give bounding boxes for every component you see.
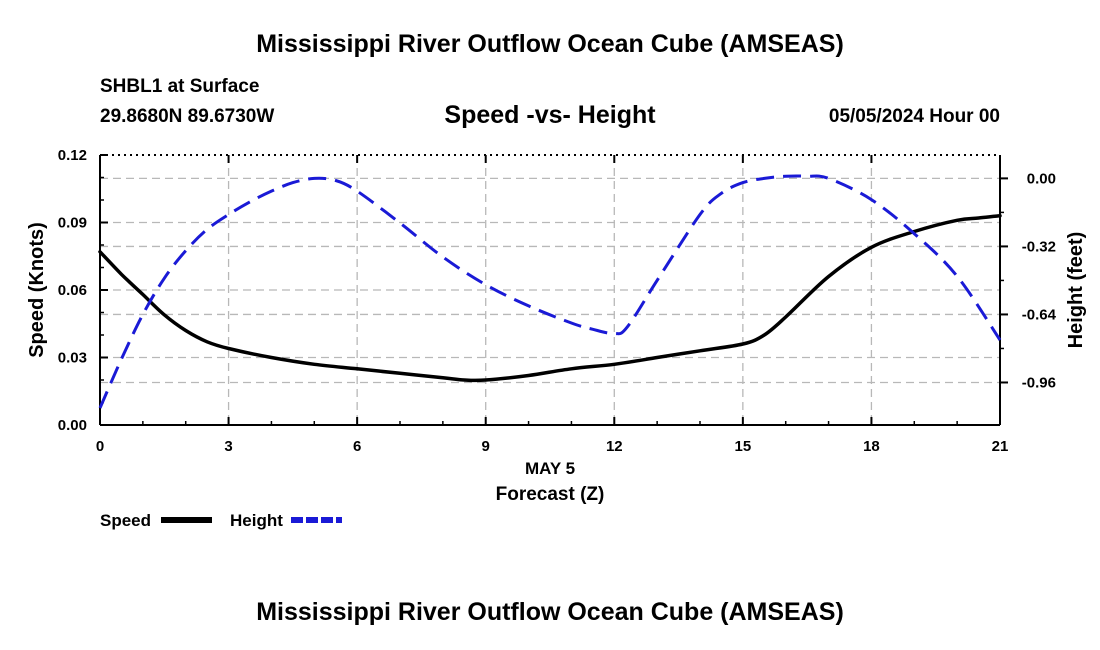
chart-title: Mississippi River Outflow Ocean Cube (AM… — [256, 30, 844, 58]
height-series-line — [98, 174, 1002, 409]
x-axis-label: Forecast (Z) — [496, 484, 605, 505]
y-tick-label: 0.12 — [58, 147, 87, 164]
y-tick-label: 0.00 — [58, 417, 87, 434]
y2-tick-label: -0.64 — [1022, 306, 1057, 323]
x-tick-label: 18 — [863, 438, 880, 455]
station-label: SHBL1 at Surface — [100, 76, 260, 97]
legend: Speed Height — [100, 511, 342, 530]
forecast-datetime: 05/05/2024 Hour 00 — [828, 106, 1000, 127]
y2-axis-label: Height (feet) — [1065, 232, 1087, 349]
y2-tick-label: -0.32 — [1022, 238, 1056, 255]
y-tick-label: 0.06 — [58, 282, 87, 299]
x-tick-label: 3 — [224, 438, 232, 455]
x-axis-date-label: MAY 5 — [525, 459, 575, 478]
y-tick-label: 0.03 — [58, 350, 87, 367]
y-tick-label: 0.09 — [58, 215, 87, 232]
x-tick-label: 12 — [606, 438, 623, 455]
legend-speed-label: Speed — [100, 511, 151, 530]
x-tick-label: 9 — [482, 438, 490, 455]
x-tick-label: 6 — [353, 438, 361, 455]
y2-tick-label: 0.00 — [1027, 170, 1056, 187]
speed-series-line — [98, 214, 1002, 383]
y-axis-label: Speed (Knots) — [26, 222, 48, 358]
y2-tick-label: -0.96 — [1022, 374, 1056, 391]
chart-subtitle: Speed -vs- Height — [444, 101, 656, 129]
legend-height-label: Height — [230, 511, 283, 530]
axis-layer: 0 3 6 9 12 15 18 21 0.00 0.03 0.06 0.09 0.12 0.00 -0.3… — [58, 147, 1057, 455]
footer-title: Mississippi River Outflow Ocean Cube (AM… — [256, 598, 844, 626]
x-tick-label: 0 — [96, 438, 104, 455]
station-coords: 29.8680N 89.6730W — [100, 106, 275, 127]
x-tick-label: 21 — [992, 438, 1009, 455]
x-tick-label: 15 — [735, 438, 752, 455]
series-layer — [98, 174, 1002, 409]
